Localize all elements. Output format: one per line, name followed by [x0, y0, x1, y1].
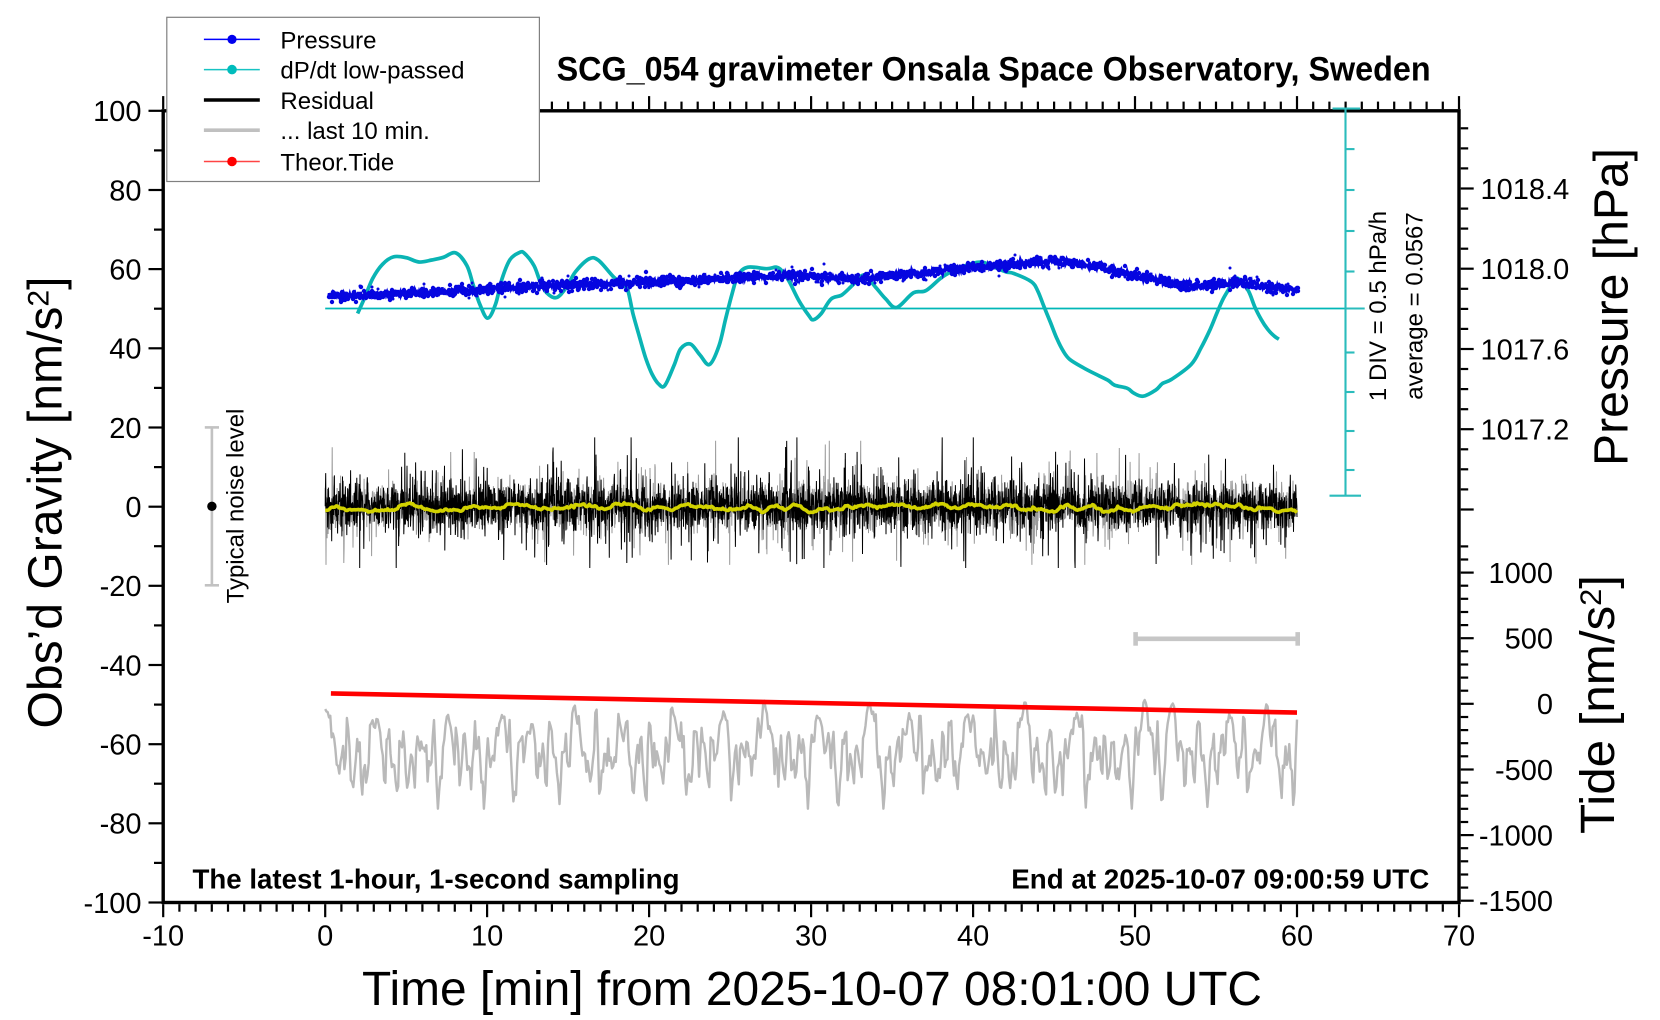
svg-text:Obs’d Gravity [nm/s2]: Obs’d Gravity [nm/s2] — [20, 277, 73, 729]
svg-text:-500: -500 — [1495, 755, 1553, 787]
svg-text:500: 500 — [1505, 624, 1553, 656]
svg-text:20: 20 — [633, 921, 665, 953]
svg-text:-40: -40 — [100, 650, 142, 682]
svg-text:dP/dt low-passed: dP/dt low-passed — [280, 58, 464, 85]
svg-text:End at 2025-10-07 09:00:59 UTC: End at 2025-10-07 09:00:59 UTC — [1011, 864, 1429, 895]
svg-text:60: 60 — [109, 254, 141, 286]
svg-text:0: 0 — [1537, 689, 1553, 721]
svg-text:100: 100 — [93, 96, 141, 128]
svg-text:Pressure: Pressure — [280, 27, 376, 54]
svg-text:1000: 1000 — [1488, 558, 1553, 590]
svg-text:1017.6: 1017.6 — [1481, 334, 1570, 366]
svg-text:-20: -20 — [100, 571, 142, 603]
svg-text:60: 60 — [1281, 921, 1313, 953]
svg-text:30: 30 — [795, 921, 827, 953]
svg-text:70: 70 — [1443, 921, 1475, 953]
svg-text:-1500: -1500 — [1479, 886, 1553, 918]
svg-text:Typical noise level: Typical noise level — [223, 409, 250, 604]
svg-text:0: 0 — [125, 492, 141, 524]
svg-text:50: 50 — [1119, 921, 1151, 953]
svg-text:1017.2: 1017.2 — [1481, 415, 1570, 447]
svg-text:10: 10 — [471, 921, 503, 953]
svg-text:20: 20 — [109, 413, 141, 445]
svg-text:... last 10 min.: ... last 10 min. — [280, 118, 429, 145]
svg-text:average = 0.0567: average = 0.0567 — [1402, 212, 1429, 400]
svg-text:40: 40 — [957, 921, 989, 953]
svg-text:Tide [nm/s2]: Tide [nm/s2] — [1572, 575, 1625, 834]
svg-text:0: 0 — [317, 921, 333, 953]
svg-text:Pressure [hPa]: Pressure [hPa] — [1586, 148, 1639, 466]
svg-text:-80: -80 — [100, 809, 142, 841]
svg-text:-1000: -1000 — [1479, 820, 1553, 852]
svg-text:SCG_054 gravimeter Onsala Spac: SCG_054 gravimeter Onsala Space Observat… — [557, 51, 1431, 89]
svg-text:-60: -60 — [100, 730, 142, 762]
svg-text:40: 40 — [109, 334, 141, 366]
svg-text:Theor.Tide: Theor.Tide — [280, 149, 394, 176]
svg-text:-100: -100 — [83, 888, 141, 920]
svg-text:-10: -10 — [142, 921, 184, 953]
svg-text:1 DIV = 0.5 hPa/h: 1 DIV = 0.5 hPa/h — [1365, 211, 1392, 401]
svg-text:Residual: Residual — [280, 88, 373, 115]
svg-text:Time [min] from 2025-10-07 08:: Time [min] from 2025-10-07 08:01:00 UTC — [362, 963, 1262, 1016]
svg-text:80: 80 — [109, 175, 141, 207]
svg-text:The latest 1-hour, 1-second sa: The latest 1-hour, 1-second sampling — [193, 864, 680, 895]
svg-text:1018.4: 1018.4 — [1481, 174, 1570, 206]
svg-text:1018.0: 1018.0 — [1481, 254, 1570, 286]
